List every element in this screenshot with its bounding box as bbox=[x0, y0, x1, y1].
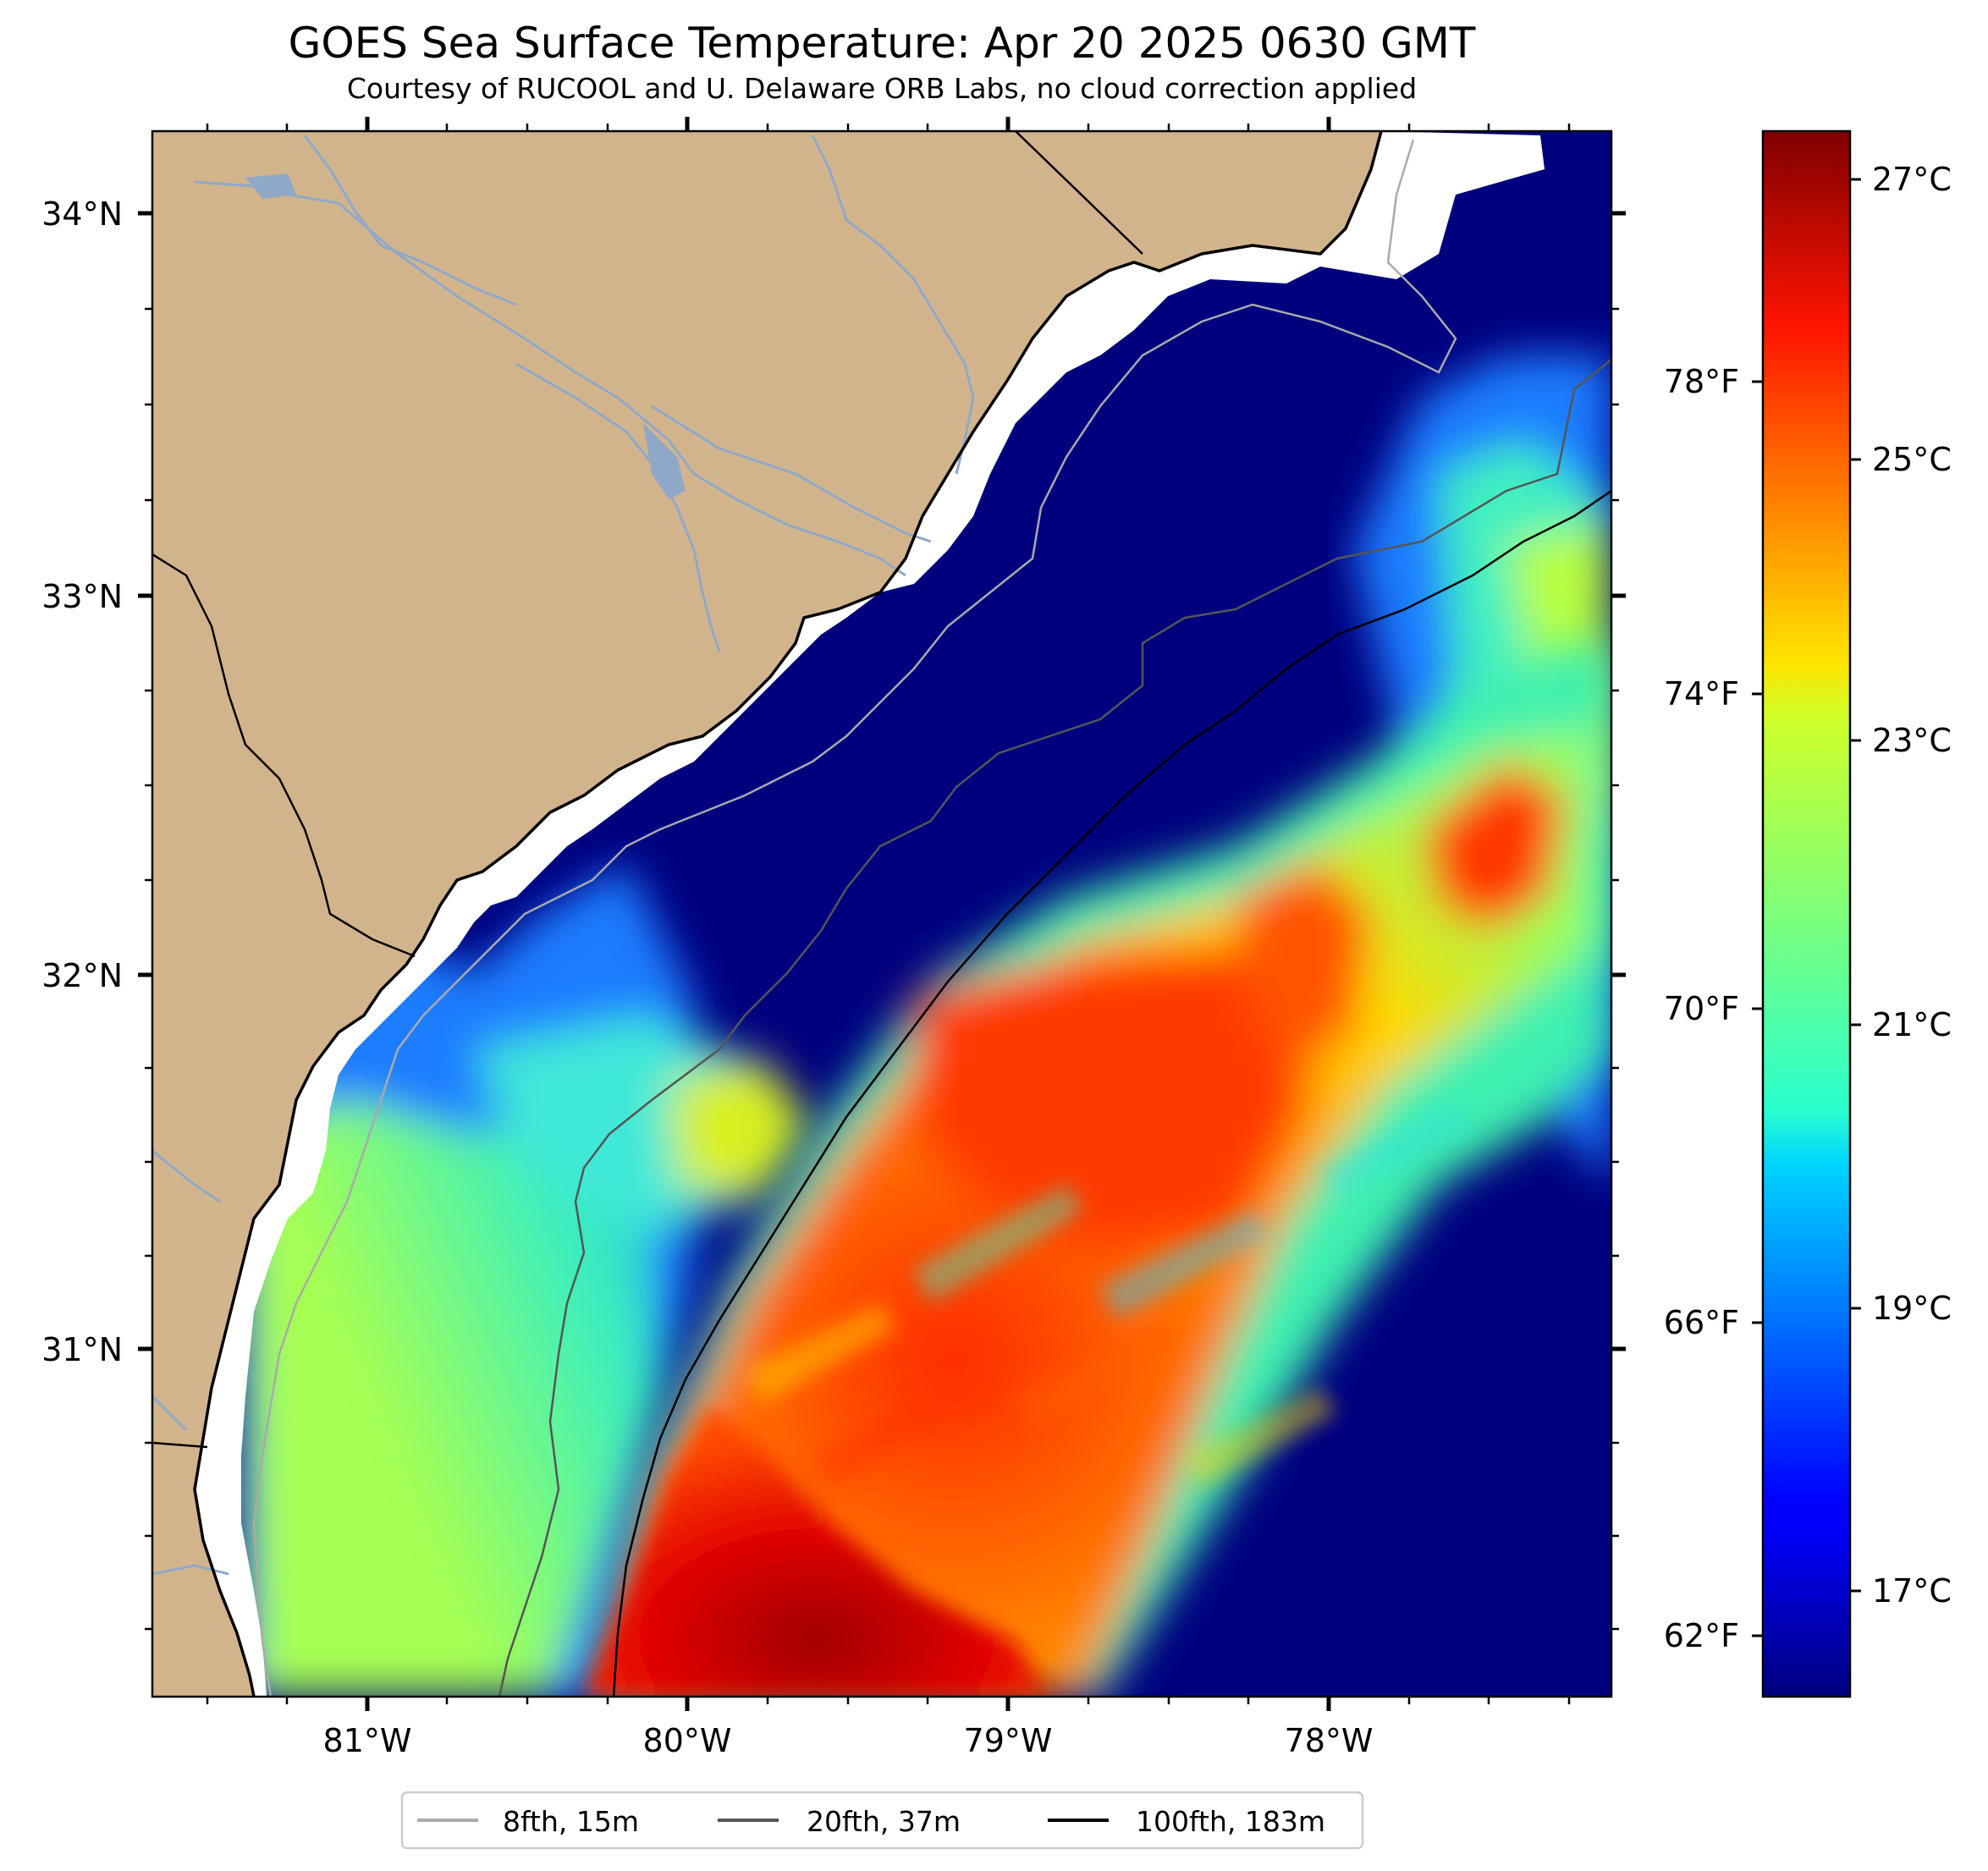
lon-label: 81°W bbox=[323, 1722, 412, 1759]
sst-streaks bbox=[745, 1100, 1473, 1489]
legend-label-100fth: 100fth, 183m bbox=[1136, 1805, 1325, 1838]
colorbar-c-label: 19°C bbox=[1872, 1290, 1952, 1327]
lat-label: 31°N bbox=[41, 1331, 123, 1368]
colorbar bbox=[1761, 129, 1852, 1698]
colorbar-fahrenheit-labels: 78°F 74°F 70°F 66°F 62°F bbox=[1664, 363, 1739, 1654]
lon-label: 78°W bbox=[1285, 1722, 1374, 1759]
lon-labels: 81°W 80°W 79°W 78°W bbox=[323, 1722, 1374, 1759]
major-ticks bbox=[138, 117, 1626, 1711]
colorbar-c-label: 27°C bbox=[1872, 161, 1952, 198]
map-area bbox=[152, 131, 1611, 1697]
colorbar-c-label: 21°C bbox=[1872, 1006, 1952, 1043]
colorbar-celsius-labels: 27°C 25°C 23°C 21°C 19°C 17°C bbox=[1872, 161, 1952, 1610]
nodata-coastal-band bbox=[195, 131, 1545, 1697]
lon-label: 80°W bbox=[643, 1722, 732, 1759]
isobath-20fth bbox=[498, 359, 1611, 1697]
legend-box bbox=[400, 1791, 1364, 1850]
colorbar-f-label: 74°F bbox=[1664, 675, 1739, 713]
colorbar-c-label: 17°C bbox=[1872, 1572, 1952, 1610]
colorbar-c-label: 25°C bbox=[1872, 441, 1952, 478]
lat-label: 34°N bbox=[41, 195, 123, 233]
sst-south-hot-core bbox=[584, 1405, 1049, 1697]
colorbar-c-label: 23°C bbox=[1872, 722, 1952, 759]
lake-wateree bbox=[245, 173, 296, 199]
lat-label: 33°N bbox=[41, 578, 123, 615]
lat-label: 32°N bbox=[41, 957, 123, 994]
colorbar-f-label: 66°F bbox=[1664, 1304, 1739, 1341]
map-title: GOES Sea Surface Temperature: Apr 20 202… bbox=[289, 19, 1476, 68]
rivers bbox=[152, 135, 975, 1576]
lake-marion bbox=[643, 423, 686, 499]
land bbox=[152, 131, 1381, 1697]
legend-label-20fth: 20fth, 37m bbox=[807, 1805, 961, 1838]
lat-labels: 34°N 33°N 32°N 31°N bbox=[41, 195, 123, 1368]
state-border bbox=[152, 131, 1143, 1449]
colorbar-ticks bbox=[1752, 178, 1861, 1637]
lon-label: 79°W bbox=[964, 1722, 1053, 1759]
isobath-8fth bbox=[252, 139, 1457, 1697]
colorbar-f-label: 62°F bbox=[1664, 1617, 1739, 1654]
minor-ticks bbox=[145, 124, 1619, 1704]
map-frame bbox=[151, 129, 1613, 1698]
colorbar-f-label: 78°F bbox=[1664, 363, 1739, 400]
isobath-100fth bbox=[612, 489, 1611, 1697]
colorbar-f-label: 70°F bbox=[1664, 990, 1739, 1027]
coastline bbox=[193, 131, 1383, 1697]
legend-label-8fth: 8fth, 15m bbox=[503, 1805, 639, 1838]
map-subtitle: Courtesy of RUCOOL and U. Delaware ORB L… bbox=[347, 72, 1417, 105]
legend: 8fth, 15m 20fth, 37m 100fth, 183m bbox=[400, 1791, 1364, 1850]
